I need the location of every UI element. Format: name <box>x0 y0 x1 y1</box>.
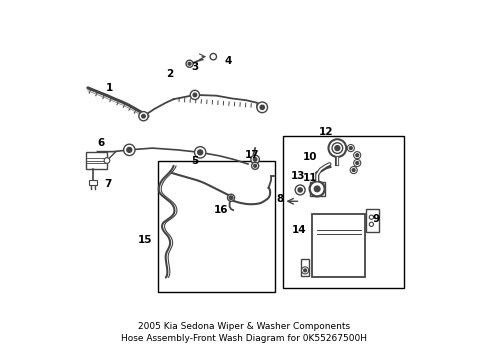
Circle shape <box>351 168 354 171</box>
Text: 1: 1 <box>106 83 113 93</box>
Bar <box>301 260 308 276</box>
Bar <box>309 182 325 196</box>
Circle shape <box>190 90 199 100</box>
Text: 9: 9 <box>371 214 378 224</box>
Circle shape <box>193 93 196 97</box>
Circle shape <box>253 165 256 167</box>
Circle shape <box>346 145 354 152</box>
Circle shape <box>260 105 264 109</box>
Bar <box>283 136 403 288</box>
Text: 12: 12 <box>318 127 333 137</box>
Circle shape <box>355 162 358 165</box>
Circle shape <box>349 167 356 174</box>
Circle shape <box>331 143 342 153</box>
Circle shape <box>227 194 234 201</box>
Bar <box>88 180 97 185</box>
Circle shape <box>303 269 306 272</box>
Text: 3: 3 <box>191 62 198 72</box>
Circle shape <box>368 222 373 226</box>
Bar <box>85 152 107 169</box>
Text: 6: 6 <box>97 138 104 148</box>
Circle shape <box>253 158 256 161</box>
Circle shape <box>328 139 346 157</box>
Circle shape <box>368 215 373 219</box>
Text: 15: 15 <box>138 235 152 245</box>
Bar <box>157 161 274 292</box>
Text: 10: 10 <box>302 152 317 162</box>
Circle shape <box>142 114 145 118</box>
Text: 5: 5 <box>191 156 198 166</box>
Text: 2: 2 <box>166 69 173 79</box>
Text: 16: 16 <box>214 205 228 215</box>
Circle shape <box>309 182 324 196</box>
Circle shape <box>229 196 232 199</box>
Circle shape <box>313 185 320 192</box>
Text: 14: 14 <box>291 225 306 235</box>
Circle shape <box>194 147 205 158</box>
Circle shape <box>355 154 358 157</box>
Circle shape <box>104 158 110 163</box>
Circle shape <box>349 147 351 149</box>
Text: 11: 11 <box>302 173 317 183</box>
Circle shape <box>251 162 258 169</box>
Text: 7: 7 <box>104 179 111 189</box>
Circle shape <box>197 150 202 155</box>
Circle shape <box>297 188 302 192</box>
Bar <box>365 210 378 233</box>
Circle shape <box>334 145 339 150</box>
Circle shape <box>309 181 325 197</box>
Circle shape <box>256 102 267 113</box>
Circle shape <box>188 62 191 65</box>
Text: 4: 4 <box>224 56 232 66</box>
Circle shape <box>353 159 360 167</box>
Circle shape <box>295 185 305 195</box>
Text: 13: 13 <box>290 171 305 181</box>
Circle shape <box>301 267 308 274</box>
Circle shape <box>210 54 216 60</box>
Circle shape <box>250 155 259 164</box>
Circle shape <box>123 144 135 156</box>
Circle shape <box>185 60 193 67</box>
Text: 17: 17 <box>244 150 259 160</box>
Text: 2005 Kia Sedona Wiper & Washer Components
Hose Assembly-Front Wash Diagram for 0: 2005 Kia Sedona Wiper & Washer Component… <box>121 322 367 343</box>
Circle shape <box>353 152 360 159</box>
Circle shape <box>314 186 319 192</box>
Text: 8: 8 <box>276 194 283 204</box>
Bar <box>311 214 364 278</box>
Circle shape <box>126 147 132 152</box>
Circle shape <box>139 112 148 121</box>
